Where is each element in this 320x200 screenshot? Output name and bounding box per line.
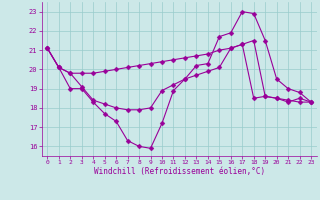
X-axis label: Windchill (Refroidissement éolien,°C): Windchill (Refroidissement éolien,°C)	[94, 167, 265, 176]
